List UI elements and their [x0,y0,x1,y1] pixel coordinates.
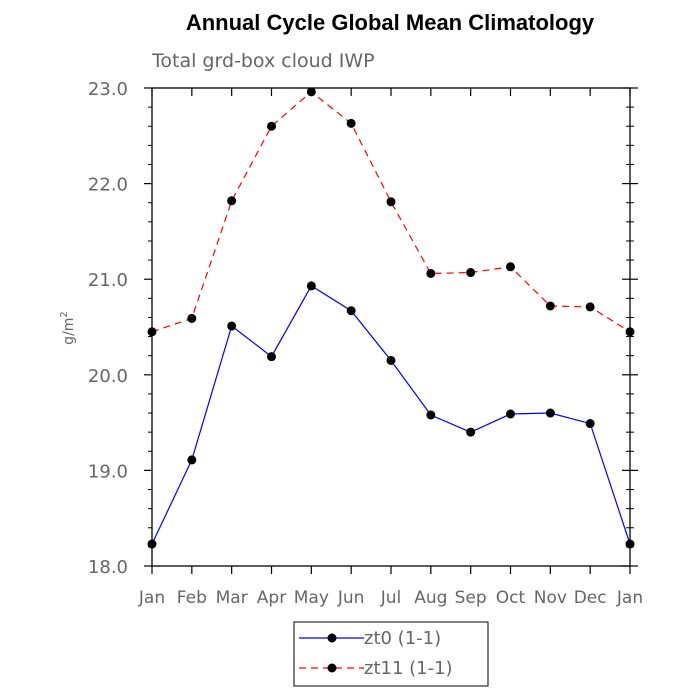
series-layer [147,87,635,549]
x-tick-label: Sep [455,588,487,608]
x-tick-label: Feb [177,588,207,608]
data-point [506,409,515,419]
y-tick-label: 22.0 [88,175,128,196]
data-point [625,539,635,549]
legend-marker [327,633,337,643]
x-tick-label: Nov [534,588,567,608]
x-tick-label: Jan [138,588,165,608]
legend: zt0 (1-1) zt11 (1-1) [293,621,489,687]
data-point [386,197,396,207]
data-point [426,268,436,278]
data-point [227,196,237,206]
data-point [545,408,555,418]
data-point [267,352,276,362]
x-tick-label: Jan [616,588,643,608]
y-tick-label: 21.0 [88,270,128,291]
data-point [267,121,276,131]
data-point [506,262,515,272]
data-point [306,87,316,97]
data-point [585,419,595,429]
y-tick-label: 18.0 [88,557,128,578]
data-point [346,118,356,128]
data-point [147,539,157,549]
series-line-1 [151,91,631,333]
data-point [585,302,595,312]
data-point [426,410,436,420]
data-point [545,301,555,311]
data-point [466,427,476,437]
x-tick-label: Aug [414,588,447,608]
plot-frame [151,87,631,567]
data-point [187,313,197,323]
data-point [466,268,476,278]
legend-label: zt0 (1-1) [364,628,441,649]
legend-marker [327,663,337,673]
data-point [227,321,237,331]
x-tick-label: May [294,588,329,608]
legend-label: zt11 (1-1) [364,658,453,679]
axis-ticks: Jan Feb Mar Apr May Jun Jul Aug Sep Oct Nov Dec Jan 1… [88,79,643,608]
legend-box [293,621,489,687]
x-tick-label: Apr [257,588,286,608]
data-point [306,281,316,291]
chart-subtitle: Total grd-box cloud IWP [151,50,375,72]
data-point [187,455,197,465]
y-tick-label: 23.0 [88,79,128,100]
x-tick-label: Dec [574,588,607,608]
x-tick-label: Mar [216,588,248,608]
x-tick-label: Jun [337,588,365,608]
chart-title: Annual Cycle Global Mean Climatology [186,10,595,35]
x-tick-label: Oct [496,588,526,608]
data-point [147,327,157,337]
series-line-0 [151,285,631,545]
data-point [386,355,396,365]
y-tick-label: 20.0 [88,366,128,387]
data-point [625,327,635,337]
y-axis-label: g/m2 [59,311,77,345]
x-tick-label: Jul [380,588,402,608]
y-tick-label: 19.0 [88,461,128,482]
data-point [346,306,356,316]
